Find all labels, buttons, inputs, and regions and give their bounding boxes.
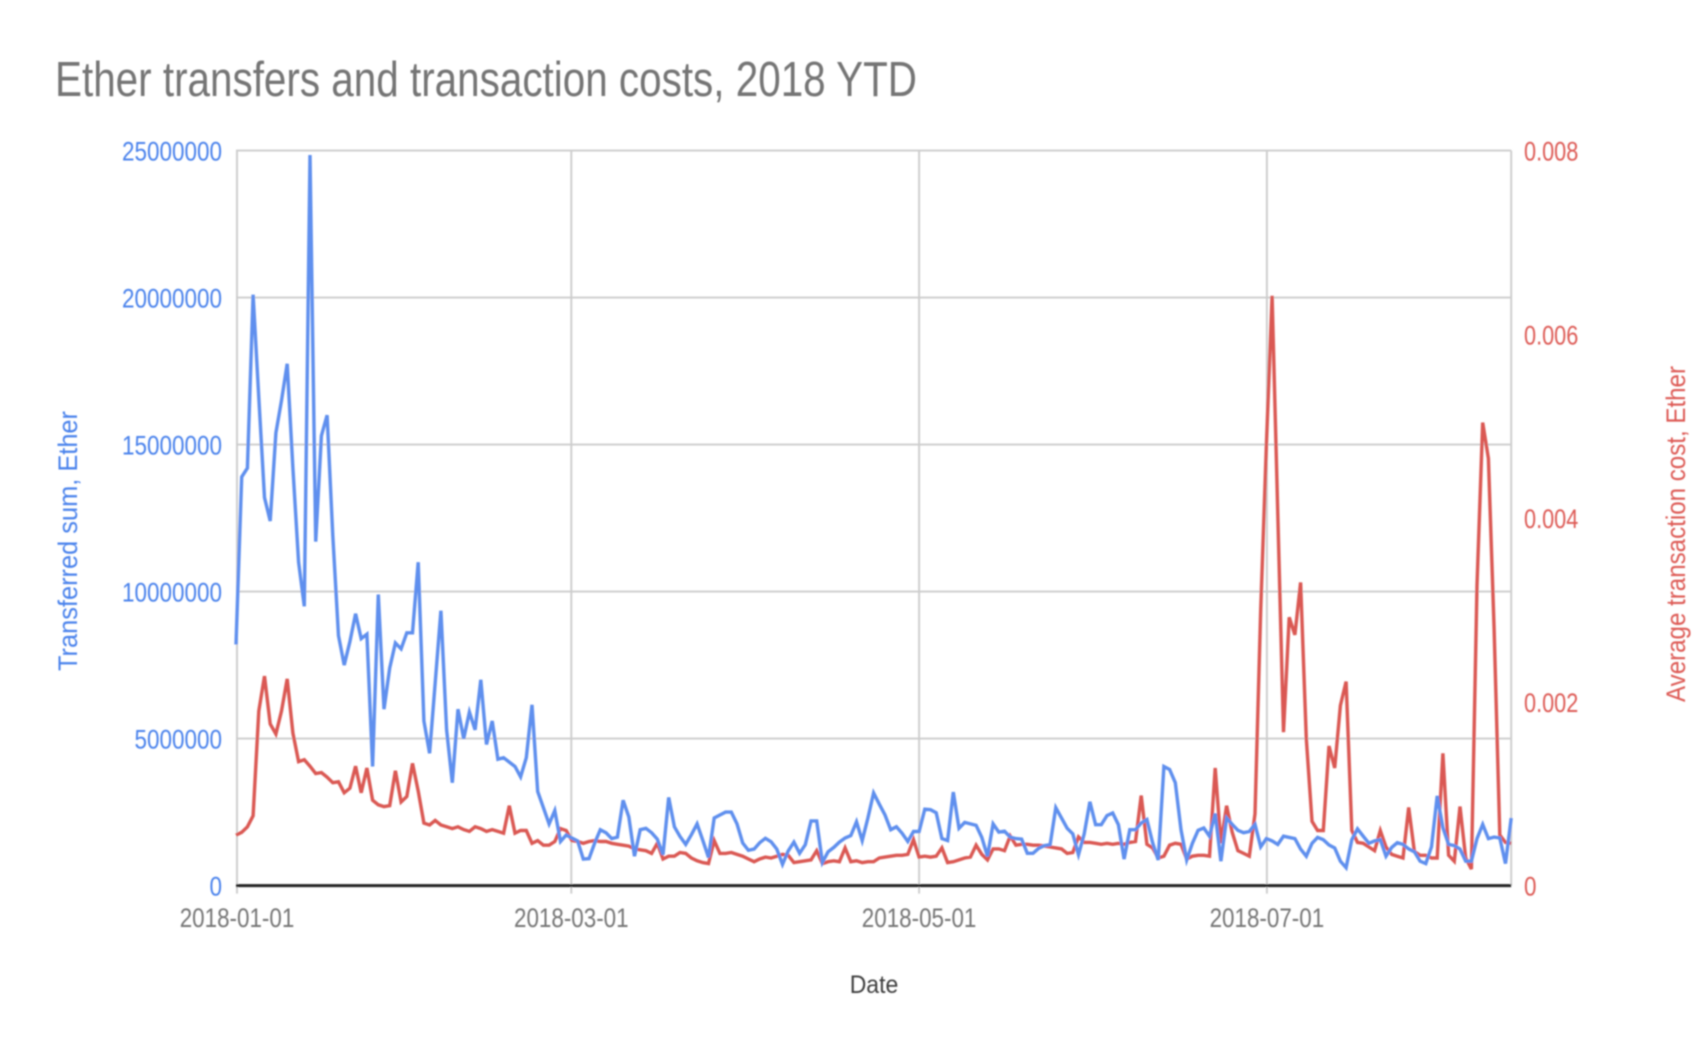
svg-text:2018-03-01: 2018-03-01 [514, 903, 629, 933]
svg-text:0: 0 [1524, 872, 1537, 902]
svg-text:0.002: 0.002 [1524, 688, 1578, 718]
svg-text:15000000: 15000000 [122, 431, 222, 461]
svg-text:0.008: 0.008 [1524, 137, 1578, 167]
svg-text:25000000: 25000000 [122, 137, 222, 167]
svg-text:Date: Date [850, 971, 899, 999]
svg-text:0.006: 0.006 [1524, 320, 1578, 350]
svg-text:2018-01-01: 2018-01-01 [180, 903, 295, 933]
svg-text:5000000: 5000000 [135, 725, 223, 755]
svg-text:0.004: 0.004 [1524, 504, 1578, 534]
svg-text:2018-05-01: 2018-05-01 [862, 903, 977, 933]
svg-text:0: 0 [210, 872, 223, 902]
svg-text:10000000: 10000000 [122, 578, 222, 608]
svg-text:Average transaction cost, Ethe: Average transaction cost, Ether [1661, 366, 1691, 702]
svg-text:20000000: 20000000 [122, 284, 222, 314]
svg-text:2018-07-01: 2018-07-01 [1210, 903, 1325, 933]
svg-text:Ether transfers and transactio: Ether transfers and transaction costs, 2… [55, 53, 917, 107]
svg-text:Transferred sum, Ether: Transferred sum, Ether [53, 411, 83, 671]
